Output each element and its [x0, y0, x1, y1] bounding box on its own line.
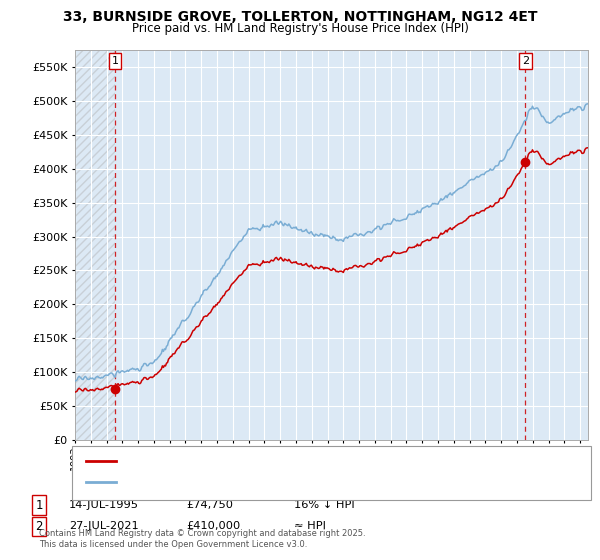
Text: 2: 2 [522, 56, 529, 66]
Text: 1: 1 [112, 56, 119, 66]
Text: 16% ↓ HPI: 16% ↓ HPI [294, 500, 355, 510]
Text: £74,750: £74,750 [186, 500, 233, 510]
Bar [75, 50, 115, 440]
Text: £410,000: £410,000 [186, 521, 240, 531]
Text: ≈ HPI: ≈ HPI [294, 521, 326, 531]
Text: 27-JUL-2021: 27-JUL-2021 [69, 521, 139, 531]
Text: Contains HM Land Registry data © Crown copyright and database right 2025.
This d: Contains HM Land Registry data © Crown c… [39, 529, 365, 549]
Text: 14-JUL-1995: 14-JUL-1995 [69, 500, 139, 510]
Text: 1: 1 [35, 498, 43, 512]
Text: Price paid vs. HM Land Registry's House Price Index (HPI): Price paid vs. HM Land Registry's House … [131, 22, 469, 35]
Text: HPI: Average price, detached house, Rushcliffe: HPI: Average price, detached house, Rush… [123, 477, 356, 487]
Text: 2: 2 [35, 520, 43, 533]
Text: 33, BURNSIDE GROVE, TOLLERTON, NOTTINGHAM, NG12 4ET: 33, BURNSIDE GROVE, TOLLERTON, NOTTINGHA… [63, 10, 537, 24]
Text: 33, BURNSIDE GROVE, TOLLERTON, NOTTINGHAM, NG12 4ET (detached house): 33, BURNSIDE GROVE, TOLLERTON, NOTTINGHA… [123, 456, 518, 466]
